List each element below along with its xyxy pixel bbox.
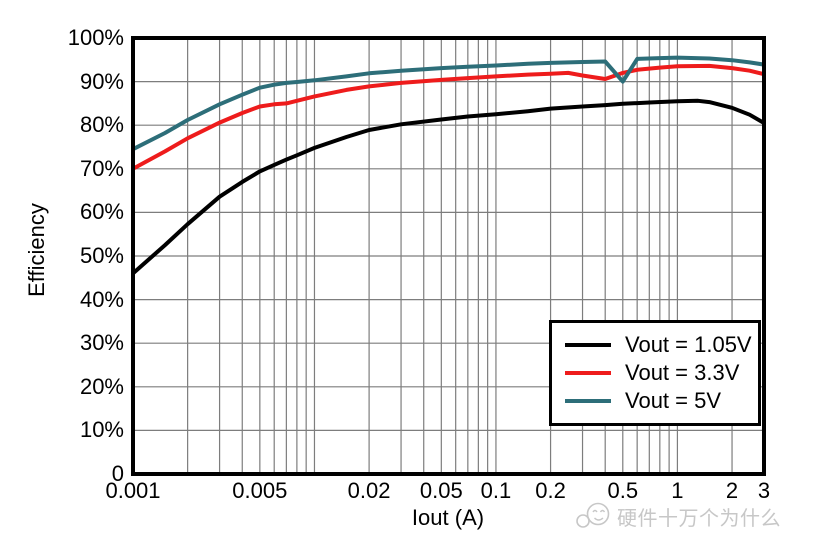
y-tick-label: 0 xyxy=(111,461,124,486)
y-tick-label: 80% xyxy=(79,112,124,138)
y-tick-label: 20% xyxy=(79,373,124,399)
legend-item: Vout = 3.3V xyxy=(565,360,758,385)
x-tick-label: 0.1 xyxy=(480,478,512,503)
y-tick-label: 10% xyxy=(79,417,124,443)
legend-swatch-teal-line xyxy=(565,399,611,403)
y-tick-label: 90% xyxy=(79,68,124,94)
series-line-1 xyxy=(132,63,765,171)
x-tick-label: 2 xyxy=(725,478,739,503)
legend-swatch-red-line xyxy=(565,371,611,375)
x-tick-label: 0.5 xyxy=(607,478,639,503)
plot-frame xyxy=(131,36,766,476)
legend-item: Vout = 5V xyxy=(565,388,758,413)
x-tick-label: 0.005 xyxy=(232,478,288,503)
legend-item: Vout = 1.05V xyxy=(565,332,758,357)
y-tick-label: 50% xyxy=(79,243,124,268)
y-tick-label: 30% xyxy=(79,330,124,356)
y-tick-label: 100% xyxy=(67,25,124,50)
x-tick-label: 1 xyxy=(671,478,684,503)
x-tick-label: 3 xyxy=(757,478,771,503)
y-tick-label: 40% xyxy=(79,286,124,312)
x-tick-label: 0.2 xyxy=(535,478,566,503)
x-tick-label: 0.001 xyxy=(105,478,161,503)
legend-swatch-black-line xyxy=(565,343,611,347)
x-axis-title: Iout (A) xyxy=(411,505,485,530)
legend-label: Vout = 1.05V xyxy=(625,332,752,357)
legend: Vout = 1.05V Vout = 3.3V Vout = 5V xyxy=(549,320,761,426)
x-tick-label: 0.02 xyxy=(347,478,391,503)
series-line-2 xyxy=(132,55,765,151)
x-tick-label: 0.05 xyxy=(419,478,463,503)
y-tick-label: 70% xyxy=(79,155,124,181)
legend-label: Vout = 3.3V xyxy=(625,360,740,385)
y-tick-label: 60% xyxy=(79,199,124,225)
series-line-0 xyxy=(131,98,765,275)
legend-label: Vout = 5V xyxy=(625,388,722,413)
